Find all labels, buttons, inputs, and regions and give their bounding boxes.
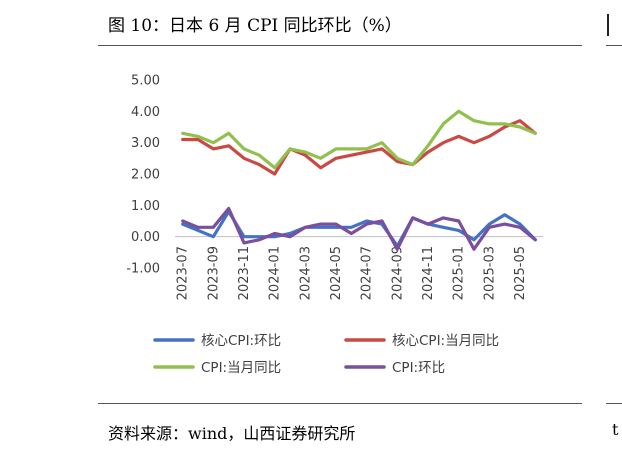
x-tick-label: 2025-05 (513, 246, 528, 300)
x-tick-label: 2024-09 (390, 246, 405, 300)
y-axis-ticks: 5.00 4.00 3.00 2.00 1.00 0.00 -1.00 (126, 74, 160, 277)
x-tick-label: 2024-11 (421, 246, 436, 300)
legend-label: 核心CPI:环比 (201, 333, 281, 349)
series-line (181, 109, 537, 170)
figure-title: 图 10：日本 6 月 CPI 同比环比（%） (108, 16, 402, 36)
adjacent-figure-edge-mark (607, 14, 609, 36)
series-lines (181, 109, 537, 251)
x-tick-label: 2023-07 (176, 246, 191, 300)
legend-label: CPI:环比 (392, 360, 445, 376)
x-tick-label: 2024-07 (360, 246, 375, 300)
x-tick-label: 2024-05 (329, 246, 344, 300)
source-divider (98, 403, 582, 404)
adjacent-figure-divider (606, 45, 622, 46)
y-tick-label: 3.00 (131, 136, 160, 151)
x-axis-ticks: 2023-07 2023-09 2023-11 2024-01 2024-03 2024-… (176, 246, 528, 300)
adjacent-figure-text-fragment: t (612, 420, 619, 439)
x-tick-label: 2025-01 (452, 246, 467, 300)
adjacent-source-divider (606, 403, 622, 404)
series-line (181, 119, 537, 176)
series-line (181, 206, 537, 251)
series-line (181, 210, 537, 248)
legend-label: 核心CPI:当月同比 (392, 333, 499, 349)
x-tick-label: 2023-09 (206, 246, 221, 300)
y-tick-label: 5.00 (131, 74, 160, 89)
x-tick-label: 2025-03 (482, 246, 497, 300)
y-tick-label: 4.00 (131, 105, 160, 120)
x-tick-label: 2024-03 (298, 246, 313, 300)
title-divider (98, 45, 582, 46)
source-note: 资料来源：wind，山西证券研究所 (108, 424, 356, 443)
y-tick-label: -1.00 (126, 262, 160, 277)
y-tick-label: 2.00 (131, 168, 160, 183)
x-tick-label: 2023-11 (237, 246, 252, 300)
y-tick-label: 0.00 (131, 230, 160, 245)
x-tick-label: 2024-01 (268, 246, 283, 300)
y-tick-label: 1.00 (131, 199, 160, 214)
chart-legend: 核心CPI:环比 核心CPI:当月同比 CPI:当月同比 CPI:环比 (153, 333, 499, 376)
legend-label: CPI:当月同比 (201, 360, 281, 376)
